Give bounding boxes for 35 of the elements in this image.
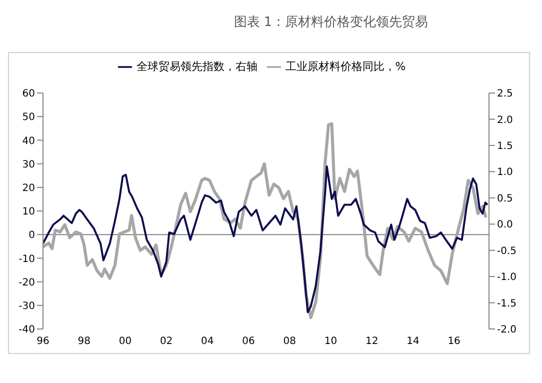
y2-tick-label: 0.0 xyxy=(497,220,513,231)
x-tick-label: 96 xyxy=(36,336,50,348)
y-tick-label: 20 xyxy=(22,182,35,194)
y2-tick-label: -0.5 xyxy=(497,246,517,257)
y-tick-label: 10 xyxy=(22,206,35,218)
x-tick-label: 98 xyxy=(78,336,90,348)
y-tick-label: -10 xyxy=(18,254,35,265)
legend-label: 全球贸易领先指数，右轴 xyxy=(136,60,258,73)
y2-tick-label: 1.0 xyxy=(497,167,513,178)
y2-tick-label: 1.5 xyxy=(497,140,513,152)
x-tick-label: 04 xyxy=(201,336,214,348)
x-tick-label: 02 xyxy=(160,336,173,348)
y2-tick-label: -2.0 xyxy=(497,324,517,336)
x-tick-label: 08 xyxy=(283,336,296,348)
x-tick-label: 16 xyxy=(448,336,460,348)
legend-label: 工业原材料价格同比，% xyxy=(285,60,406,73)
y-tick-label: -30 xyxy=(18,300,35,312)
y2-tick-label: -1.0 xyxy=(497,272,517,284)
y2-tick-label: 0.5 xyxy=(497,193,513,204)
y2-tick-label: 2.5 xyxy=(497,88,513,100)
y2-tick-label: -1.5 xyxy=(497,298,517,310)
x-tick-label: 00 xyxy=(118,336,132,348)
x-tick-label: 12 xyxy=(365,336,378,348)
y-tick-label: 0 xyxy=(28,230,35,242)
chart-title: 图表 1：原材料价格变化领先贸易 xyxy=(232,14,430,32)
x-tick-label: 06 xyxy=(242,336,255,348)
y2-tick-label: 2.0 xyxy=(497,114,513,126)
x-tick-label: 10 xyxy=(324,336,338,348)
y-tick-label: 30 xyxy=(22,159,35,170)
y-tick-label: 60 xyxy=(22,88,35,100)
x-tick-label: 14 xyxy=(406,336,420,348)
y-tick-label: 50 xyxy=(22,112,35,124)
y-tick-label: 40 xyxy=(22,136,35,147)
y-tick-label: -40 xyxy=(18,324,35,336)
y-tick-label: -20 xyxy=(18,277,35,288)
